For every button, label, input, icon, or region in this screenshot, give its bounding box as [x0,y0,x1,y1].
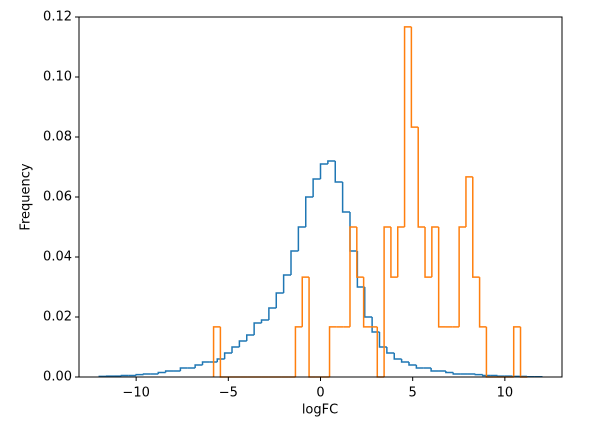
histogram-step [439,227,446,327]
histogram-step [416,365,423,368]
x-tick-label: 10 [497,386,514,401]
histogram-step [459,227,466,327]
histogram-step [514,327,521,377]
histogram-step [431,368,438,371]
histogram-step [411,27,418,127]
histogram-step [214,327,221,377]
histogram-step [446,371,453,373]
histogram-step [384,227,391,377]
histogram-step [330,327,337,377]
histogram-step [418,127,425,227]
histogram-step [391,227,398,277]
histogram-step [466,177,473,227]
histogram-step [350,227,357,327]
y-tick-label: 0.04 [43,250,72,265]
histogram-step [306,197,313,227]
histogram-step [372,317,379,332]
histogram-step [166,371,173,373]
histogram-step [398,227,405,277]
histogram-step [291,251,298,275]
histogram-step [405,27,412,227]
y-tick-label: 0.10 [43,70,72,85]
histogram-step [220,327,227,377]
histogram-step [409,362,416,365]
histogram-step [295,327,302,377]
histogram-step [136,375,143,376]
histogram-step [158,373,165,375]
histogram-step [239,341,246,347]
histogram-step [262,320,269,323]
y-tick-label: 0.08 [43,130,72,145]
histogram-step [232,347,239,353]
histogram-step [309,277,316,377]
x-tick-label: −5 [219,386,238,401]
histogram-step [432,227,439,277]
histogram-step [284,275,291,293]
histogram-step [394,353,401,359]
histogram-step [387,347,394,353]
histogram-step [473,177,480,277]
y-tick-label: 0.06 [43,190,72,205]
histogram-step [486,327,493,377]
histogram-step [247,335,254,341]
histogram-step [254,323,261,335]
x-tick-label: 0 [316,386,324,401]
histogram-step [121,376,128,377]
x-tick-label: −10 [122,386,149,401]
histogram-step [402,359,409,362]
plot-frame [79,17,562,377]
histogram-step [343,182,350,212]
histogram-step [195,365,202,368]
histogram-step [321,164,328,179]
histogram-step [276,293,283,308]
histogram-step [377,327,384,377]
histogram-step [180,368,187,371]
histogram-step [269,308,276,320]
y-axis-label: Frequency [19,163,34,230]
histogram-step [298,227,305,251]
y-tick-label: 0.02 [43,310,72,325]
histogram-step [365,287,372,317]
x-tick-label: 5 [409,386,417,401]
histogram-step [425,227,432,277]
histogram-step [225,353,232,359]
histogram-step [475,374,482,375]
histogram-step [313,179,320,197]
x-axis-label: logFC [302,403,338,418]
histogram-step [144,374,151,375]
histogram-step [379,332,386,347]
histogram-step [453,373,460,375]
y-tick-label: 0.00 [43,370,72,385]
histogram-step [521,327,528,377]
histogram-step [497,376,504,377]
histogram-step [480,277,487,327]
histogram-step [203,362,210,365]
histogram-step [335,161,342,182]
y-tick-label: 0.12 [43,10,72,25]
histogram-step [328,161,335,164]
histogram-step [302,277,309,327]
